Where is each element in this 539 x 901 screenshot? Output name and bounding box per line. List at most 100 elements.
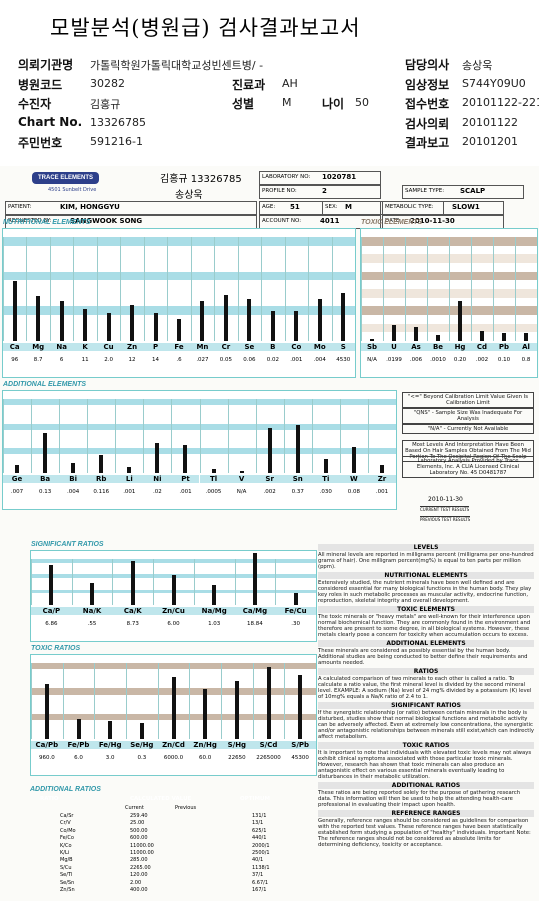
element-result: 6.86 [45,621,58,627]
report-address: 4501 Sunbelt Drive [48,187,97,193]
table-cell: 259.40 [130,813,148,819]
explanation-heading: TOXIC RATIOS [318,742,534,749]
band [3,289,355,298]
element-name: Na [49,343,74,351]
element-result: .030 [319,489,332,495]
element-chart: TOXIC ELEMENTS Sb N/A U .0199 As .006 Be .0010 Hg… [360,219,538,378]
result-bar [130,561,135,605]
element-result: .001 [290,357,303,363]
chart-title: SIGNIFICANT RATIOS [31,541,104,548]
table-cell: K/Co [60,842,72,849]
element-result: 0.13 [38,489,52,495]
field-label: LABORATORY NO: [262,174,311,180]
note: Laboratory Analysis Provided by Trace El… [402,456,534,479]
element-name: Pt [171,475,200,483]
field-box [259,171,381,185]
element-name: Fe/Hg [94,741,126,749]
field-label: SAMPLE TYPE: [405,188,445,194]
field-box [259,185,381,199]
element-name: S [331,343,355,351]
chart-title: NUTRITIONAL ELEMENTS [3,219,91,226]
table-cell: Cr/V [60,820,71,827]
element-name: Tl [199,475,228,483]
element-chart: TOXIC RATIOS Ca/Pb 960.0 Fe/Pb 6.0 Fe/Hg 3.0 Se… [30,645,317,776]
field-label: ACCOUNT NO: [262,218,302,224]
table-cell: 2500/1 [252,850,270,856]
info-value: 13326785 [90,115,146,129]
info-value: 50 [355,96,369,109]
table-cell: S/Cu [60,864,72,871]
element-name: Sn [283,475,312,483]
result-bar [183,445,188,473]
field-box [5,201,257,215]
element-name: Cu [96,343,121,351]
column-divider [120,237,122,341]
band [31,559,316,563]
element-result: .6 [176,357,182,363]
element-name: Cd [471,343,493,351]
element-result: 0.20 [453,357,467,363]
note: "N/A" - Currently Not Available [402,424,534,435]
element-result: 3.0 [105,755,115,761]
element-result: 60.0 [199,755,212,761]
result-bar [108,721,113,739]
element-name: Sb [361,343,383,351]
result-bar [177,319,181,341]
result-bar [15,465,20,473]
result-bar [252,553,257,605]
element-result: .0199 [386,357,402,363]
element-name: Zn [120,343,144,351]
element-name: Ca [3,343,27,351]
column-divider [311,399,313,473]
result-bar [293,593,298,605]
info-value: M [282,96,292,109]
element-result: 0.37 [291,489,304,495]
explanation-heading: LEVELS [318,544,534,551]
table-subheader: Current [125,805,144,811]
element-result: 0.06 [243,357,256,363]
element-name: Se [237,343,262,351]
table-cell: 600.00 [130,835,148,842]
element-result: 0.02 [266,357,279,363]
element-chart: ADDITIONAL ELEMENTS Ge .007 Ba 0.13 Bi .004 Rb 0… [2,381,397,510]
field-value: SLOW1 [452,203,480,211]
element-result: 11 [81,357,89,363]
element-name: P [143,343,168,351]
column-divider [112,559,114,605]
band [3,271,355,281]
result-bar [171,677,176,739]
element-chart: NUTRITIONAL ELEMENTS Ca 96 Mg 8.7 Na 6 K 11 Cu 2.0… [2,219,356,378]
column-divider [157,663,159,739]
column-divider [221,663,222,739]
note: "QNS" - Sample Size Was Inadequate For A… [402,408,534,425]
table-cell: 131/1 [252,813,267,819]
column-divider [26,237,28,341]
field-value: SANGWOOK SONG [70,217,143,225]
info-label: 검사의뢰 [405,116,450,131]
element-name: Fe/Cu [275,607,316,615]
element-name: Be [427,343,449,351]
column-divider [471,237,472,341]
element-name: S/Pb [284,741,316,749]
table-cell: 11000.00 [130,850,154,856]
element-result: 18.84 [247,621,263,627]
table-subheader: Previous [175,805,197,811]
column-divider [59,399,61,473]
info-value: 송상욱 [462,59,493,72]
element-name: Co [284,343,309,351]
element-name: Zn/Hg [189,741,221,749]
info-value: 가톨릭학원가톨릭대학교성빈센트병/ - [90,59,264,72]
element-name: K [73,343,97,351]
column-divider [49,237,51,341]
table-cell: 13/1 [252,820,264,827]
element-name: Pb [493,343,515,351]
result-bar [223,295,228,341]
info-label: 병원코드 [18,77,63,92]
field-value: M [345,203,352,211]
column-divider [62,663,64,739]
explanation-heading: ADDITIONAL RATIOS [318,782,534,789]
element-result: 0.08 [347,489,360,495]
result-bar [267,428,272,473]
element-name: Ge [3,475,32,483]
result-bar [155,443,160,473]
